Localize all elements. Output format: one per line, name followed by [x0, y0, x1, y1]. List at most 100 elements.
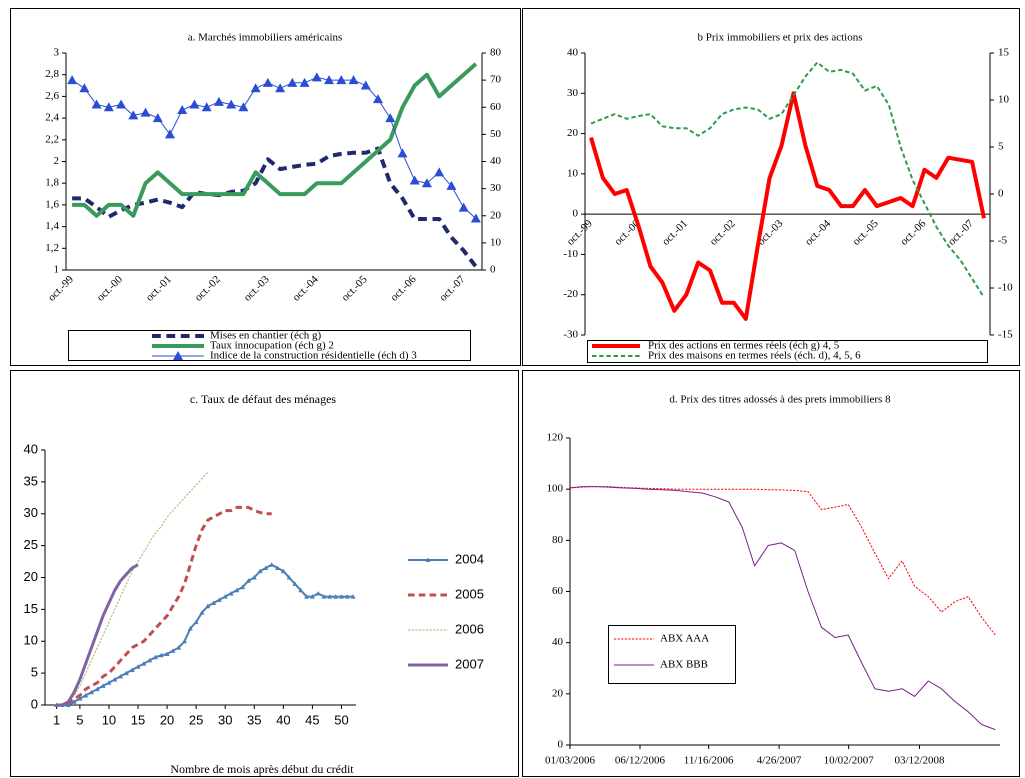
y2-tick-label: -5 — [998, 235, 1008, 247]
legend-box — [587, 340, 988, 363]
y-tick-label: 0 — [31, 696, 38, 711]
data-point — [470, 213, 481, 223]
data-point — [123, 670, 129, 676]
y-tick-label: 30 — [567, 87, 579, 99]
x-tick-label: oct.-99 — [565, 217, 596, 248]
y-tick-label: 20 — [24, 569, 38, 584]
data-point — [213, 96, 224, 106]
y-tick-label: 80 — [552, 534, 564, 546]
data-line — [72, 62, 478, 218]
x-tick-label: oct.-00 — [95, 273, 126, 304]
y-tick-label: 2,6 — [45, 90, 59, 102]
y2-tick-label: 40 — [490, 155, 502, 167]
legend-label: 2004 — [455, 551, 484, 566]
data-point — [292, 581, 298, 586]
data-point — [182, 638, 188, 644]
data-point — [106, 680, 112, 685]
y2-tick-label: 80 — [490, 47, 502, 59]
y-tick-label: 2,2 — [45, 133, 59, 145]
data-point — [189, 99, 200, 109]
data-point — [176, 645, 182, 650]
data-point — [187, 626, 193, 631]
data-point — [226, 99, 237, 109]
data-point — [147, 657, 153, 663]
x-tick-label: oct.-03 — [241, 273, 272, 304]
x-tick-label: oct.-06 — [898, 217, 929, 248]
data-line — [569, 486, 996, 731]
chart-title: a. Marchés immobiliers américains — [188, 32, 343, 44]
data-point — [280, 568, 286, 574]
data-point — [269, 562, 275, 567]
data-point — [409, 175, 420, 185]
data-point — [385, 113, 396, 123]
y-tick-label: 15 — [24, 601, 38, 616]
data-point — [446, 180, 457, 190]
y2-tick-label: 5 — [998, 141, 1004, 153]
legend-label: Mises en chantier (éch g) — [210, 330, 322, 342]
y-tick-label: 40 — [24, 441, 38, 456]
data-point — [333, 594, 339, 599]
data-point — [91, 99, 102, 109]
legend-box — [608, 625, 736, 684]
y2-tick-label: 0 — [998, 188, 1004, 200]
x-tick-label: 03/12/2008 — [894, 755, 945, 767]
data-point — [360, 80, 371, 90]
data-line — [56, 563, 354, 706]
legend-marker — [425, 557, 431, 562]
data-line — [71, 76, 477, 219]
x-tick-label: 15 — [131, 712, 145, 727]
y2-tick-label: 20 — [490, 209, 502, 221]
data-point — [275, 565, 281, 570]
y-tick-label: 30 — [24, 505, 38, 520]
y-tick-label: 0 — [558, 739, 564, 751]
data-point — [240, 584, 246, 590]
x-tick-label: oct.-02 — [708, 218, 738, 248]
data-point — [116, 99, 127, 109]
data-point — [250, 83, 261, 93]
x-tick-label: 10/02/2007 — [824, 755, 875, 767]
y-tick-label: 25 — [24, 537, 38, 552]
legend-label: ABX AAA — [660, 633, 709, 645]
legend-label: Prix des actions en termes réels (éch g)… — [648, 340, 840, 352]
panel-frame — [10, 8, 521, 366]
y-tick-label: 10 — [24, 633, 38, 648]
x-tick-label: oct.-04 — [290, 273, 321, 304]
data-point — [118, 673, 124, 679]
data-point — [275, 83, 286, 93]
legend-label: 2005 — [455, 586, 484, 601]
x-tick-label: 11/16/2006 — [684, 755, 734, 767]
chart-panel: c. Taux de défaut des ménages Nombre de m… — [24, 392, 484, 776]
x-tick-label: 01/03/2006 — [545, 755, 596, 767]
data-point — [222, 594, 228, 599]
y-tick-label: 5 — [31, 665, 38, 680]
data-point — [140, 107, 151, 117]
data-point — [165, 129, 175, 139]
legend-label: 2006 — [455, 621, 484, 636]
data-point — [245, 578, 251, 583]
chart-title: c. Taux de défaut des ménages — [190, 392, 337, 406]
x-tick-label: 06/12/2006 — [615, 755, 666, 767]
y-tick-label: 100 — [547, 483, 564, 495]
y-tick-label: 2 — [54, 155, 60, 167]
data-point — [79, 83, 90, 93]
y-tick-label: -30 — [563, 329, 578, 341]
data-point — [286, 575, 292, 580]
data-point — [164, 651, 170, 656]
data-point — [141, 661, 147, 666]
y-tick-label: 3 — [54, 47, 60, 59]
data-point — [373, 94, 383, 104]
x-tick-label: oct.-01 — [144, 273, 174, 303]
x-tick-label: oct.-05 — [850, 217, 881, 248]
data-point — [193, 619, 199, 625]
y-tick-label: 120 — [547, 432, 564, 444]
y2-tick-label: 50 — [490, 128, 502, 140]
data-point — [336, 75, 347, 85]
x-tick-label: 5 — [76, 712, 83, 727]
x-tick-label: oct.-05 — [339, 273, 370, 304]
y-tick-label: 2,4 — [45, 112, 59, 124]
data-point — [216, 597, 222, 602]
data-point — [77, 696, 83, 701]
y-tick-label: 60 — [552, 585, 564, 597]
data-point — [350, 594, 356, 599]
y2-tick-label: -15 — [998, 329, 1013, 341]
